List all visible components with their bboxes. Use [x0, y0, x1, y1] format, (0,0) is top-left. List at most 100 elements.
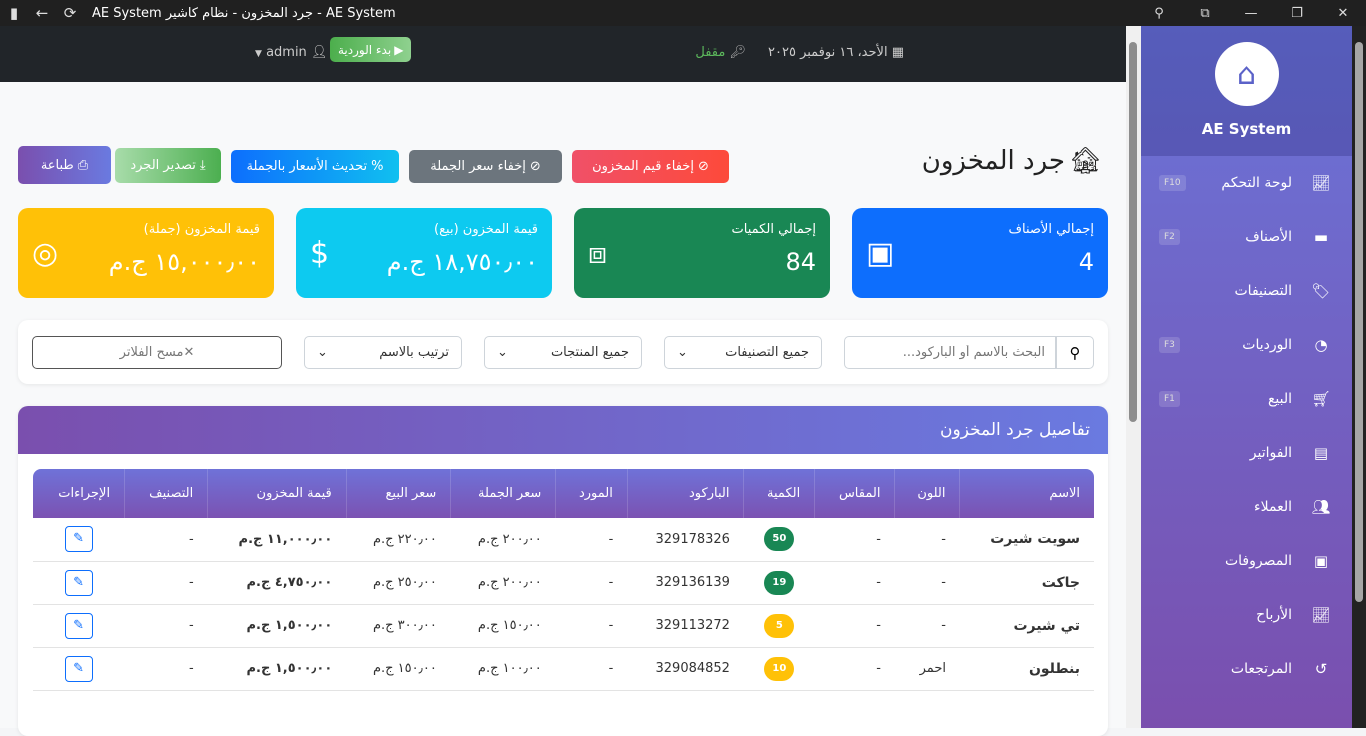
cell-sale: ٢٥٠٫٠٠ ج.م: [346, 561, 451, 605]
user-menu[interactable]: ▼ admin 👤︎: [255, 45, 327, 60]
products-select[interactable]: جميع المنتجات ⌄: [484, 336, 642, 369]
sidebar-item[interactable]: ▤ الفواتير: [1141, 426, 1352, 480]
date-display: ▦ الأحد، ١٦ نوفمبر ٢٠٢٥: [768, 45, 904, 60]
quantity-badge: 10: [764, 656, 795, 681]
cell-size: -: [814, 647, 895, 691]
clear-filters-button[interactable]: ✕ مسح الفلاتر: [32, 336, 282, 369]
chevron-down-icon: ⌄: [497, 345, 508, 360]
edit-icon: ✎: [73, 660, 84, 676]
tags-icon: 🏷︎: [1311, 282, 1331, 300]
sidebar-item-label: التصنيفات: [1234, 283, 1293, 299]
sidebar-item[interactable]: 👥︎ العملاء: [1141, 480, 1352, 534]
cell-actions: ✎: [32, 518, 125, 562]
table-row: تي شيرت - -5 329113272-١٥٠٫٠٠ ج.م ٣٠٠٫٠٠ ج.م…: [32, 604, 1094, 648]
hide-wholesale-button[interactable]: ⊘ إخفاء سعر الجملة: [409, 150, 562, 183]
close-button[interactable]: ✕: [1337, 5, 1349, 21]
edit-button[interactable]: ✎: [64, 655, 93, 682]
table-row: بنطلون احمر -10 329084852-١٠٠٫٠٠ ج.م ١٥٠٫٠٠ …: [32, 647, 1094, 691]
search-input[interactable]: [844, 336, 1056, 369]
cart-icon: 🛒︎: [1311, 390, 1331, 408]
table-row: جاكت - -19 329136139-٢٠٠٫٠٠ ج.م ٢٥٠٫٠٠ ج.م ٤,…: [32, 561, 1094, 605]
main-scrollbar[interactable]: [1126, 26, 1141, 728]
users-icon: 👥︎: [1311, 498, 1331, 516]
sidebar-item[interactable]: 🏷︎ التصنيفات: [1141, 264, 1352, 318]
cell-qty: 50: [743, 518, 815, 562]
box-icon: ▣: [866, 236, 895, 271]
stat-label: إجمالي الأصناف: [1008, 222, 1094, 237]
x-icon: ✕: [183, 345, 195, 360]
cell-name: جاكت: [959, 561, 1094, 605]
edit-icon: ✎: [73, 574, 84, 590]
sort-select[interactable]: ترتيب بالاسم ⌄: [304, 336, 462, 369]
stat-card-sale-value: قيمة المخزون (بيع) ١٨,٧٥٠٫٠٠ ج.م $: [296, 208, 552, 298]
stat-label: قيمة المخزون (بيع): [434, 222, 538, 237]
sidebar-nav: 📈︎ لوحة التحكم F10 ▬ الأصناف F2 🏷︎ التصنيفات ◔ ال…: [1141, 156, 1352, 696]
sidebar-item[interactable]: 📈︎ لوحة التحكم F10: [1141, 156, 1352, 210]
cell-color: -: [894, 561, 960, 605]
quantity-badge: 5: [764, 613, 795, 638]
refresh-icon[interactable]: ⟳: [63, 4, 77, 22]
top-header: ▦ الأحد، ١٦ نوفمبر ٢٠٢٥ 🔑︎ مقفل ▶ بدء الو…: [0, 26, 1126, 82]
column-header: المقاس: [814, 469, 895, 518]
export-inventory-button[interactable]: ⤓ تصدير الجرد: [115, 148, 221, 183]
cell-category: -: [124, 561, 208, 605]
search-button[interactable]: ⚲: [1056, 336, 1094, 369]
shortcut-key: F1: [1159, 391, 1180, 407]
table-row: سويت شيرت - -50 329178326-٢٠٠٫٠٠ ج.م ٢٢٠٫٠٠ …: [32, 518, 1094, 562]
hide-stock-values-button[interactable]: ⊘ إخفاء قيم المخزون: [572, 150, 729, 183]
sidebar-item[interactable]: 📈︎ الأرباح: [1141, 588, 1352, 642]
edit-icon: ✎: [73, 617, 84, 633]
chevron-down-icon: ⌄: [677, 345, 688, 360]
cell-name: سويت شيرت: [959, 518, 1094, 562]
cell-name: تي شيرت: [959, 604, 1094, 648]
sidebar-item-label: الورديات: [1242, 337, 1292, 353]
column-header: سعر البيع: [345, 469, 451, 518]
cell-actions: ✎: [32, 604, 125, 648]
search-icon: ⚲: [1069, 343, 1081, 362]
cell-actions: ✎: [32, 561, 125, 605]
cell-color: -: [894, 604, 960, 648]
bulk-update-prices-button[interactable]: % تحديث الأسعار بالجملة: [231, 150, 399, 183]
inventory-details-panel: تفاصيل جرد المخزون الاسم اللون المقاس الكمي…: [18, 406, 1108, 736]
download-icon: ⤓: [199, 158, 206, 173]
edit-button[interactable]: ✎: [64, 526, 93, 553]
sidebar-item[interactable]: ▣ المصروفات: [1141, 534, 1352, 588]
sidebar-item-label: العملاء: [1254, 499, 1292, 515]
column-header: المورد: [555, 469, 628, 518]
menu-icon[interactable]: ▮: [9, 4, 19, 22]
back-icon[interactable]: ←: [35, 4, 49, 22]
print-button[interactable]: ⎙ طباعة: [18, 146, 111, 184]
cell-size: -: [814, 518, 895, 562]
lock-status: 🔑︎ مقفل: [695, 45, 746, 60]
minimize-button[interactable]: —: [1244, 5, 1258, 21]
play-icon: ▶: [394, 42, 404, 57]
cell-value: ١,٥٠٠٫٠٠ ج.م: [207, 647, 347, 691]
undo-icon: ↺: [1314, 660, 1328, 678]
chart-line-icon: 📈︎: [1311, 174, 1331, 192]
start-shift-button[interactable]: ▶ بدء الوردية: [330, 37, 412, 62]
sidebar-item[interactable]: 🛒︎ البيع F1: [1141, 372, 1352, 426]
column-header: الإجراءات: [31, 469, 125, 518]
maximize-button[interactable]: ❐: [1291, 5, 1303, 21]
cell-name: بنطلون: [959, 647, 1094, 691]
zoom-icon[interactable]: ⚲: [1154, 5, 1164, 21]
sidebar-item[interactable]: ◔ الورديات F3: [1141, 318, 1352, 372]
column-header: الكمية: [743, 469, 815, 518]
panel-title: تفاصيل جرد المخزون: [18, 406, 1108, 454]
sidebar-item-label: المصروفات: [1224, 553, 1292, 569]
store-logo-icon: ⌂: [1214, 42, 1279, 106]
extension-icon[interactable]: ⧉: [1200, 5, 1210, 21]
date-text: الأحد، ١٦ نوفمبر ٢٠٢٥: [768, 45, 888, 60]
brand-name: AE System: [1201, 120, 1292, 138]
cell-actions: ✎: [32, 647, 125, 691]
category-select[interactable]: جميع التصنيفات ⌄: [664, 336, 822, 369]
select-value: جميع المنتجات: [550, 345, 629, 360]
edit-button[interactable]: ✎: [64, 612, 93, 639]
sidebar-item[interactable]: ↺ المرتجعات: [1141, 642, 1352, 696]
sidebar-item[interactable]: ▬ الأصناف F2: [1141, 210, 1352, 264]
cell-color: احمر: [894, 647, 960, 691]
sidebar-scrollbar[interactable]: [1352, 26, 1366, 728]
cell-supplier: -: [555, 647, 628, 691]
sidebar-item-label: المرتجعات: [1230, 661, 1292, 677]
edit-button[interactable]: ✎: [64, 569, 93, 596]
